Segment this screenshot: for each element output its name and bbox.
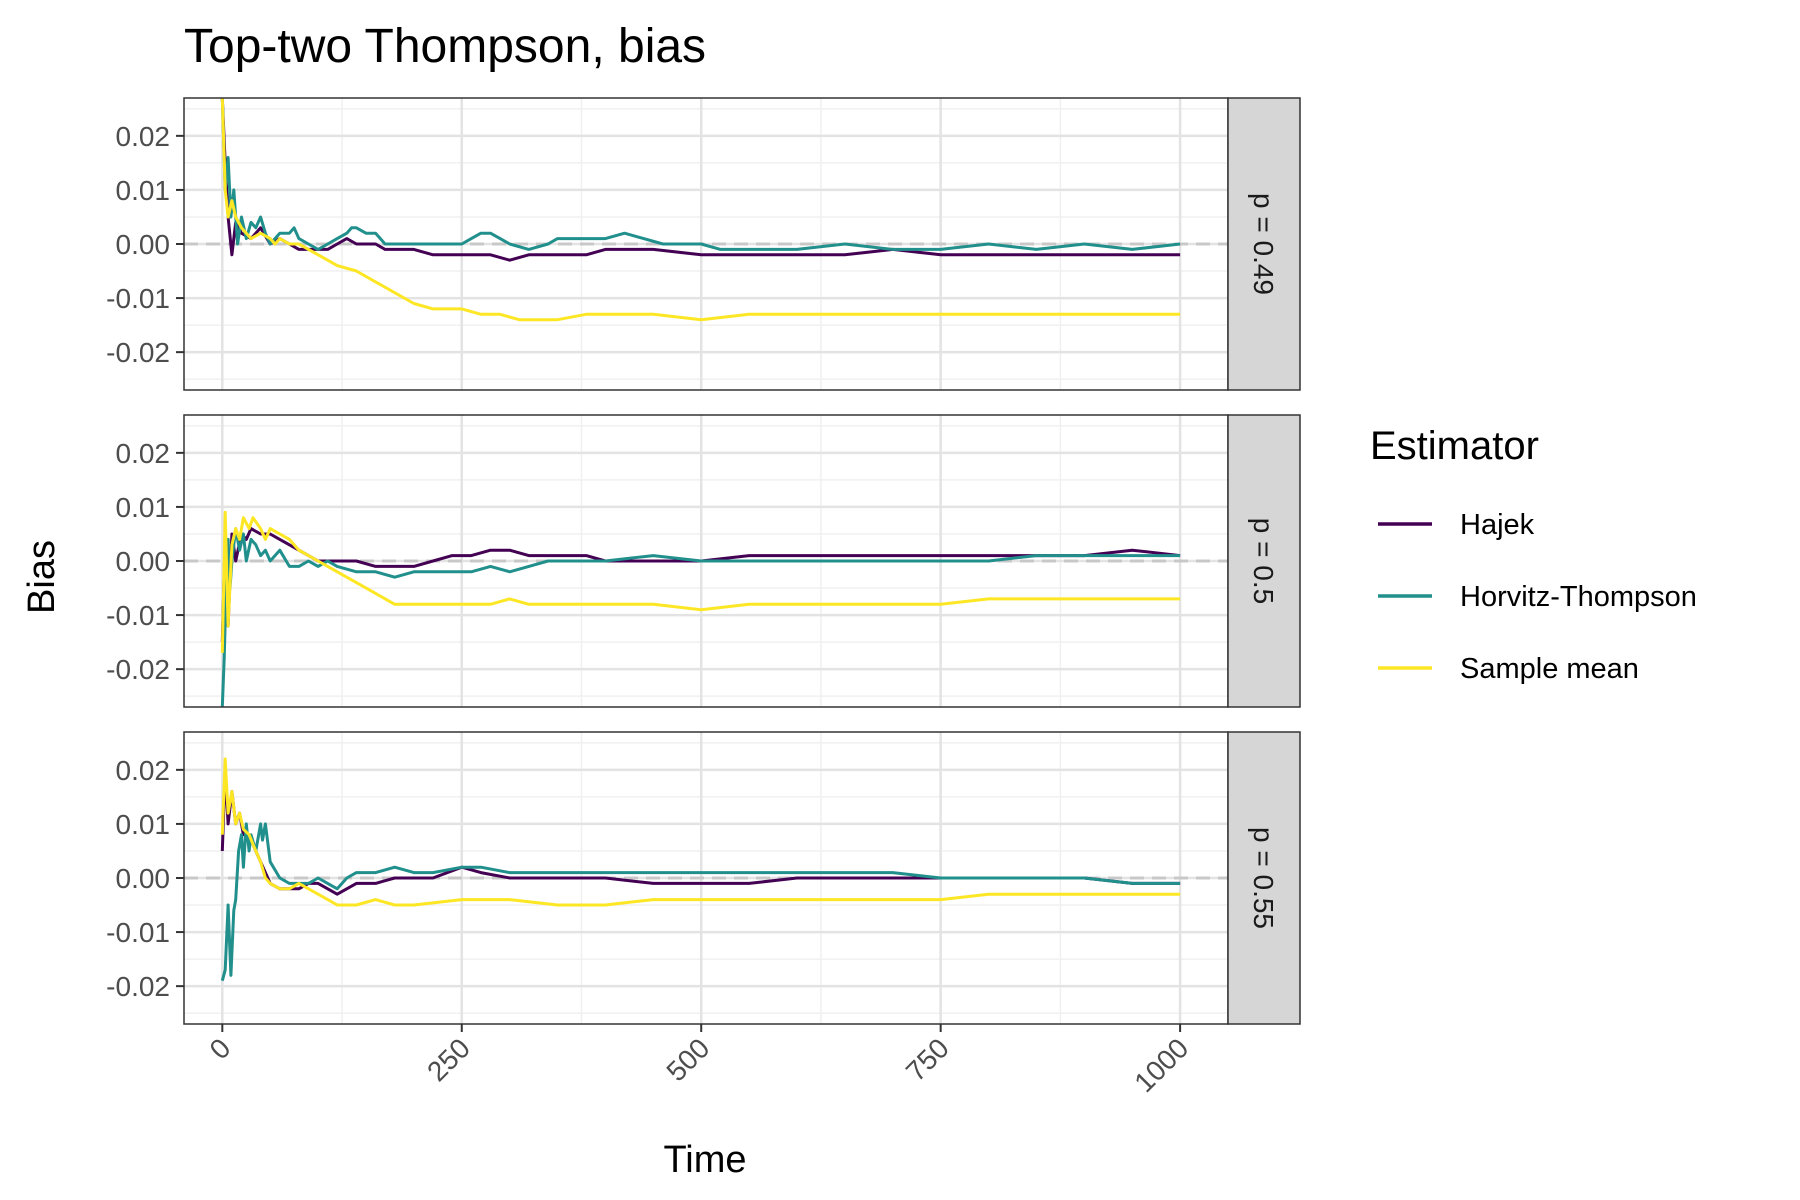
series-group: [220, 98, 1181, 322]
series-line: [220, 98, 1181, 251]
series-group: [220, 510, 1181, 707]
series-line: [220, 98, 1181, 262]
series-group: [220, 757, 1181, 982]
x-tick-label: 1000: [1128, 1032, 1194, 1098]
series-line: [220, 822, 1181, 982]
facet-panel: 0.02 0.01 0.00 -0.01 -0.02 p = 0.49: [106, 97, 1301, 391]
facet-panel: 0.02 0.01 0.00 -0.01 -0.02 p = 0.55: [106, 731, 1301, 1025]
legend-label: Sample mean: [1460, 653, 1639, 685]
series-line: [220, 527, 1181, 643]
y-tick-label: 0.01: [116, 175, 171, 206]
facet-strip: [1227, 414, 1301, 708]
legend-label: Hajek: [1460, 509, 1535, 541]
series-line: [220, 757, 1181, 907]
y-tick-label: 0.02: [116, 755, 171, 786]
y-tick-label: 0.01: [116, 809, 171, 840]
chart-title: Top-two Thompson, bias: [184, 20, 706, 73]
y-tick-label: 0.02: [116, 438, 171, 469]
series-line: [220, 510, 1181, 653]
x-tick-label: 500: [660, 1032, 715, 1087]
y-tick-label: -0.02: [106, 654, 170, 685]
y-tick-label: 0.00: [116, 229, 171, 260]
y-tick-label: -0.02: [106, 971, 170, 1002]
series-line: [220, 527, 1181, 707]
y-tick-label: -0.02: [106, 337, 170, 368]
facet-panels: 0.020.010.00-0.01-0.02p = 0.490.020.010.…: [106, 97, 1301, 1025]
x-axis-title: Time: [663, 1139, 746, 1181]
y-axis-title: Bias: [21, 540, 63, 614]
y-tick-label: 0.01: [116, 492, 171, 523]
series-line: [220, 98, 1181, 322]
legend-title: Estimator: [1370, 424, 1539, 468]
x-tick-label: 750: [900, 1032, 955, 1087]
y-tick-label: -0.01: [106, 600, 170, 631]
y-tick-label: -0.01: [106, 917, 170, 948]
y-tick-label: 0.00: [116, 546, 171, 577]
x-axis: 0 250 500 750 1000: [204, 1024, 1194, 1098]
x-tick-label: 0: [204, 1032, 237, 1065]
y-tick-label: 0.00: [116, 863, 171, 894]
facet-strip: [1227, 97, 1301, 391]
y-tick-label: -0.01: [106, 283, 170, 314]
x-tick-label: 250: [421, 1032, 476, 1087]
legend-items: Hajek Horvitz-Thompson Sample mean: [1378, 509, 1697, 685]
facet-strip-label: p = 0.49: [1248, 193, 1279, 295]
facet-strip-label: p = 0.55: [1248, 827, 1279, 929]
legend-label: Horvitz-Thompson: [1460, 581, 1697, 613]
y-tick-label: 0.02: [116, 121, 171, 152]
facet-strip-label: p = 0.5: [1248, 518, 1279, 604]
legend: Estimator Hajek Horvitz-Thompson Sample me…: [1370, 424, 1697, 685]
facet-strip: [1227, 731, 1301, 1025]
facet-panel: 0.02 0.01 0.00 -0.01 -0.02 p = 0.5: [106, 414, 1301, 708]
